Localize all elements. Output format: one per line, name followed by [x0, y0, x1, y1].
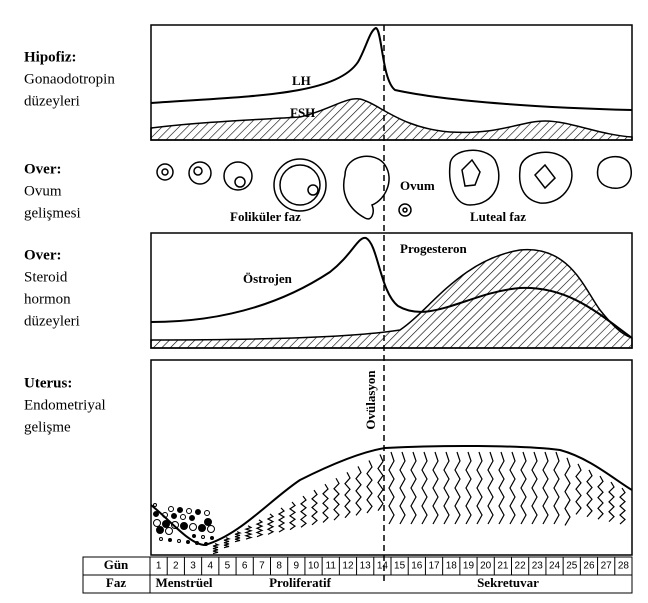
day-number: 4: [207, 561, 213, 572]
day-number: 6: [242, 561, 248, 572]
ovulation-label: Ovülasyon: [363, 370, 378, 430]
day-number: 28: [618, 561, 630, 572]
day-table: Gün Faz Menstrüel Proliferatif Sekretuva…: [82, 556, 633, 594]
pituitary-panel: LH FSH: [150, 24, 633, 141]
day-number: 20: [480, 561, 492, 572]
section-title: Uterus:: [24, 375, 72, 391]
day-number: 14: [377, 561, 389, 572]
section-line: gelişmesi: [24, 205, 81, 221]
follicular-label: Foliküler faz: [230, 209, 301, 224]
estrogen-label: Östrojen: [243, 271, 293, 286]
day-number: 18: [446, 561, 458, 572]
day-number: 12: [342, 561, 354, 572]
day-number: 16: [411, 561, 423, 572]
day-number: 13: [360, 561, 372, 572]
section-line: hormon: [24, 291, 71, 307]
day-number: 9: [294, 561, 300, 572]
day-number: 25: [566, 561, 578, 572]
section-labels: Hipofiz: Gonaodotropin düzeyleri Over: O…: [24, 49, 115, 435]
steroid-panel: Östrojen Progesteron: [150, 232, 633, 349]
uterus-panel: [150, 359, 633, 556]
day-header: Gün: [104, 557, 129, 572]
day-number: 3: [190, 561, 196, 572]
phase-label: Sekretuvar: [477, 575, 539, 590]
phase-label: Proliferatif: [269, 575, 332, 590]
day-number: 11: [326, 561, 337, 572]
luteal-label: Luteal faz: [470, 209, 526, 224]
section-line: Gonaodotropin: [24, 71, 115, 87]
section-line: düzeyleri: [24, 93, 80, 109]
day-number: 2: [173, 561, 179, 572]
day-number: 24: [549, 561, 561, 572]
day-number: 7: [259, 561, 265, 572]
day-number: 10: [308, 561, 320, 572]
section-title: Hipofiz:: [24, 49, 77, 65]
section-line: Endometriyal: [24, 397, 106, 413]
day-number: 17: [428, 561, 440, 572]
fsh-label: FSH: [290, 105, 315, 120]
section-title: Over:: [24, 247, 61, 263]
day-number: 19: [463, 561, 475, 572]
progesterone-label: Progesteron: [400, 241, 467, 256]
section-title: Over:: [24, 161, 61, 177]
day-number: 21: [497, 561, 509, 572]
day-number: 27: [601, 561, 613, 572]
day-number: 5: [225, 561, 231, 572]
day-number: 1: [156, 561, 162, 572]
section-line: Steroid: [24, 269, 68, 285]
phase-header: Faz: [106, 575, 126, 590]
ovum-label: Ovum: [400, 178, 435, 193]
phase-label: Menstrüel: [155, 575, 212, 590]
ovary-panel: [156, 149, 632, 220]
day-number: 15: [394, 561, 406, 572]
section-line: Ovum: [24, 183, 62, 199]
day-number: 23: [532, 561, 544, 572]
day-number: 26: [583, 561, 595, 572]
section-line: düzeyleri: [24, 313, 80, 329]
day-number: 8: [276, 561, 282, 572]
day-number: 22: [515, 561, 527, 572]
lh-label: LH: [292, 73, 311, 88]
section-line: gelişme: [24, 419, 71, 435]
